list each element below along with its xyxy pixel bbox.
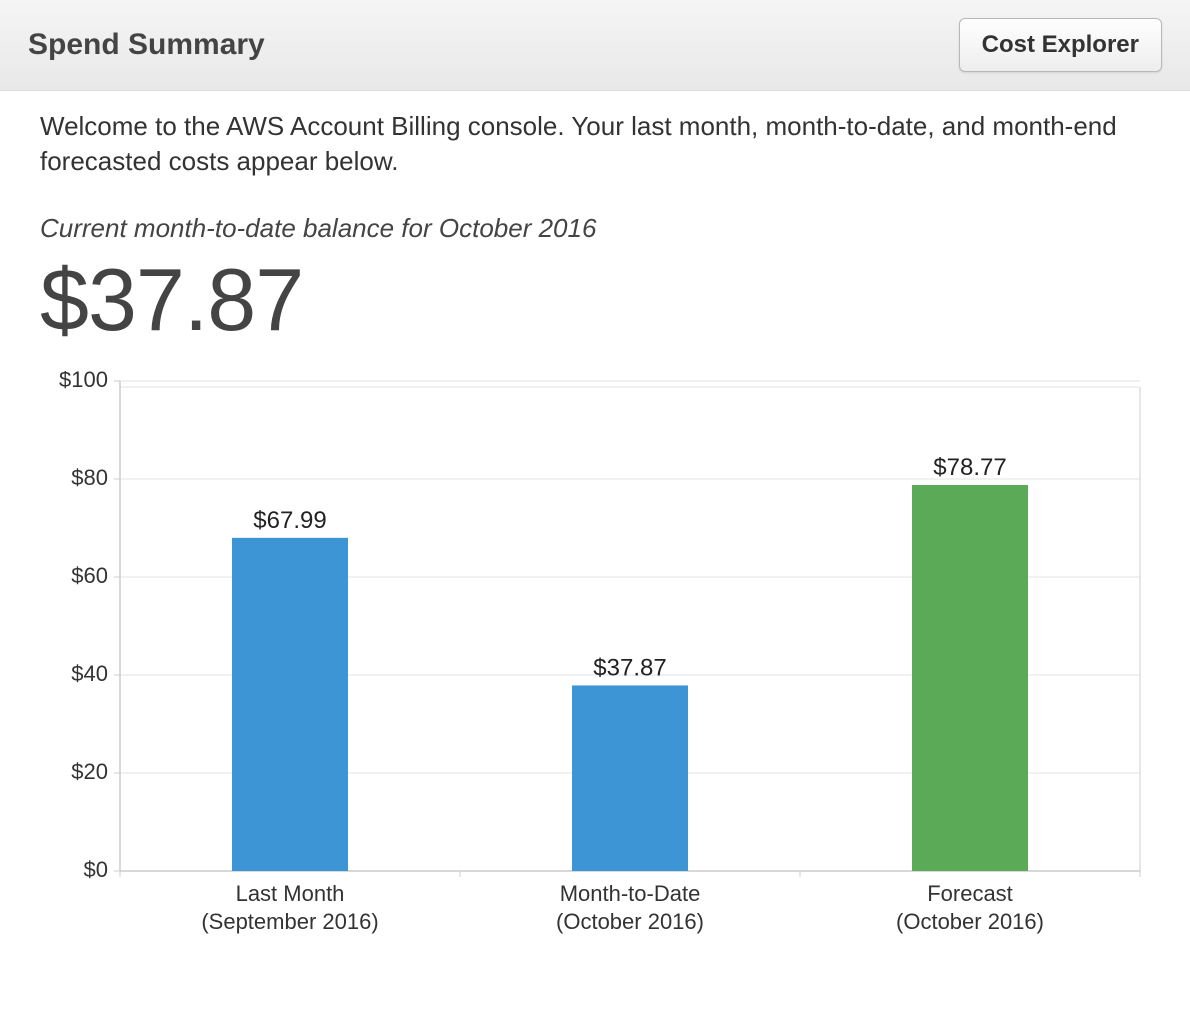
- category-label-line2: (October 2016): [896, 909, 1044, 934]
- y-tick-label: $0: [84, 856, 108, 881]
- welcome-text: Welcome to the AWS Account Billing conso…: [40, 109, 1150, 179]
- bar-value-label: $78.77: [933, 454, 1006, 481]
- spend-chart-svg: $0 $20 $40 $60 $80 $100 $67.99 Last Month (Septe…: [40, 371, 1150, 951]
- y-tick-label: $100: [59, 371, 108, 392]
- category-label-line1: Month-to-Date: [560, 881, 701, 906]
- category-label-line2: (September 2016): [201, 909, 378, 934]
- category-label-line2: (October 2016): [556, 909, 704, 934]
- cost-explorer-button[interactable]: Cost Explorer: [959, 18, 1162, 72]
- y-tick-label: $40: [71, 660, 108, 685]
- bar-value-label: $37.87: [593, 654, 666, 681]
- category-label-line1: Last Month: [236, 881, 345, 906]
- spend-summary-panel: Spend Summary Cost Explorer Welcome to t…: [0, 0, 1190, 971]
- bar-value-label: $67.99: [253, 506, 326, 533]
- chart-bar: [232, 537, 348, 870]
- chart-bar: [912, 485, 1028, 871]
- panel-body: Welcome to the AWS Account Billing conso…: [0, 91, 1190, 971]
- y-tick-label: $20: [71, 758, 108, 783]
- chart-bar: [572, 685, 688, 871]
- y-tick-label: $80: [71, 464, 108, 489]
- panel-title: Spend Summary: [28, 28, 265, 62]
- balance-label: Current month-to-date balance for Octobe…: [40, 213, 1150, 244]
- spend-chart: $0 $20 $40 $60 $80 $100 $67.99 Last Month (Septe…: [40, 371, 1150, 951]
- panel-header: Spend Summary Cost Explorer: [0, 0, 1190, 91]
- balance-amount: $37.87: [40, 254, 1150, 346]
- y-tick-label: $60: [71, 562, 108, 587]
- category-label-line1: Forecast: [927, 881, 1013, 906]
